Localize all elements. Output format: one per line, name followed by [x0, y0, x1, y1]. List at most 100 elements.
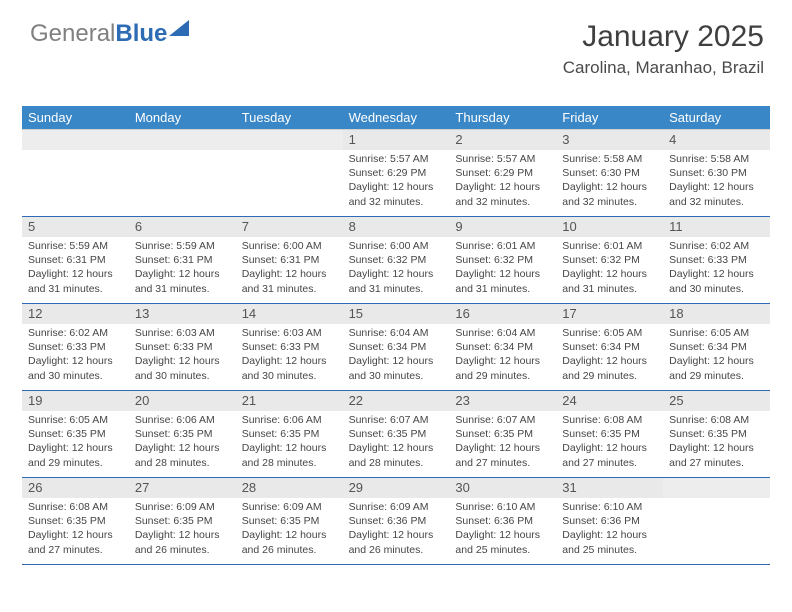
calendar-cell: 10Sunrise: 6:01 AMSunset: 6:32 PMDayligh…: [556, 217, 663, 303]
day-info: Sunrise: 5:58 AMSunset: 6:30 PMDaylight:…: [556, 150, 663, 213]
day-info: Sunrise: 6:00 AMSunset: 6:32 PMDaylight:…: [343, 237, 450, 300]
calendar-row: 26Sunrise: 6:08 AMSunset: 6:35 PMDayligh…: [22, 478, 770, 565]
day-number: 28: [236, 478, 343, 498]
calendar-cell: 2Sunrise: 5:57 AMSunset: 6:29 PMDaylight…: [449, 130, 556, 216]
calendar-cell: 20Sunrise: 6:06 AMSunset: 6:35 PMDayligh…: [129, 391, 236, 477]
day-number: 25: [663, 391, 770, 411]
calendar-cell: 7Sunrise: 6:00 AMSunset: 6:31 PMDaylight…: [236, 217, 343, 303]
day-info: Sunrise: 6:09 AMSunset: 6:35 PMDaylight:…: [236, 498, 343, 561]
day-number: 18: [663, 304, 770, 324]
day-info: Sunrise: 5:59 AMSunset: 6:31 PMDaylight:…: [129, 237, 236, 300]
day-info: Sunrise: 6:07 AMSunset: 6:35 PMDaylight:…: [343, 411, 450, 474]
day-info: Sunrise: 5:58 AMSunset: 6:30 PMDaylight:…: [663, 150, 770, 213]
day-number: 30: [449, 478, 556, 498]
calendar-row: 1Sunrise: 5:57 AMSunset: 6:29 PMDaylight…: [22, 130, 770, 217]
calendar-header-cell: Wednesday: [343, 106, 450, 129]
day-number: 2: [449, 130, 556, 150]
calendar-cell: 25Sunrise: 6:08 AMSunset: 6:35 PMDayligh…: [663, 391, 770, 477]
calendar-header-cell: Tuesday: [236, 106, 343, 129]
logo-text-gray: General: [30, 20, 115, 47]
day-info: Sunrise: 6:01 AMSunset: 6:32 PMDaylight:…: [556, 237, 663, 300]
day-number: 31: [556, 478, 663, 498]
day-info: Sunrise: 6:05 AMSunset: 6:34 PMDaylight:…: [663, 324, 770, 387]
day-number: 3: [556, 130, 663, 150]
calendar-row: 12Sunrise: 6:02 AMSunset: 6:33 PMDayligh…: [22, 304, 770, 391]
calendar-body: 1Sunrise: 5:57 AMSunset: 6:29 PMDaylight…: [22, 129, 770, 565]
calendar-cell: 1Sunrise: 5:57 AMSunset: 6:29 PMDaylight…: [343, 130, 450, 216]
day-number: [236, 130, 343, 150]
day-info: Sunrise: 6:05 AMSunset: 6:35 PMDaylight:…: [22, 411, 129, 474]
day-info: Sunrise: 6:03 AMSunset: 6:33 PMDaylight:…: [129, 324, 236, 387]
location-text: Carolina, Maranhao, Brazil: [563, 58, 764, 78]
day-info: Sunrise: 6:06 AMSunset: 6:35 PMDaylight:…: [129, 411, 236, 474]
day-info: Sunrise: 6:09 AMSunset: 6:36 PMDaylight:…: [343, 498, 450, 561]
day-info: Sunrise: 6:01 AMSunset: 6:32 PMDaylight:…: [449, 237, 556, 300]
day-info: Sunrise: 5:59 AMSunset: 6:31 PMDaylight:…: [22, 237, 129, 300]
calendar: SundayMondayTuesdayWednesdayThursdayFrid…: [22, 106, 770, 565]
day-info: Sunrise: 6:10 AMSunset: 6:36 PMDaylight:…: [556, 498, 663, 561]
page-title: January 2025: [563, 20, 764, 54]
day-number: 11: [663, 217, 770, 237]
day-number: [22, 130, 129, 150]
day-info: Sunrise: 6:09 AMSunset: 6:35 PMDaylight:…: [129, 498, 236, 561]
calendar-header-cell: Saturday: [663, 106, 770, 129]
day-number: 21: [236, 391, 343, 411]
day-info: Sunrise: 6:08 AMSunset: 6:35 PMDaylight:…: [663, 411, 770, 474]
calendar-header-row: SundayMondayTuesdayWednesdayThursdayFrid…: [22, 106, 770, 129]
day-info: Sunrise: 6:02 AMSunset: 6:33 PMDaylight:…: [663, 237, 770, 300]
day-number: 14: [236, 304, 343, 324]
day-info: Sunrise: 6:08 AMSunset: 6:35 PMDaylight:…: [22, 498, 129, 561]
calendar-cell: 3Sunrise: 5:58 AMSunset: 6:30 PMDaylight…: [556, 130, 663, 216]
day-number: 24: [556, 391, 663, 411]
logo-text: GeneralBlue: [30, 22, 167, 46]
day-number: 16: [449, 304, 556, 324]
day-number: 29: [343, 478, 450, 498]
day-info: Sunrise: 6:05 AMSunset: 6:34 PMDaylight:…: [556, 324, 663, 387]
calendar-cell: 13Sunrise: 6:03 AMSunset: 6:33 PMDayligh…: [129, 304, 236, 390]
calendar-cell: 5Sunrise: 5:59 AMSunset: 6:31 PMDaylight…: [22, 217, 129, 303]
day-info: Sunrise: 6:04 AMSunset: 6:34 PMDaylight:…: [343, 324, 450, 387]
calendar-cell: 9Sunrise: 6:01 AMSunset: 6:32 PMDaylight…: [449, 217, 556, 303]
calendar-header-cell: Thursday: [449, 106, 556, 129]
day-info: Sunrise: 6:04 AMSunset: 6:34 PMDaylight:…: [449, 324, 556, 387]
day-info: Sunrise: 6:10 AMSunset: 6:36 PMDaylight:…: [449, 498, 556, 561]
day-number: 27: [129, 478, 236, 498]
logo: GeneralBlue: [30, 22, 195, 46]
day-number: 9: [449, 217, 556, 237]
day-number: 1: [343, 130, 450, 150]
day-number: 8: [343, 217, 450, 237]
day-number: [663, 478, 770, 498]
calendar-cell: 18Sunrise: 6:05 AMSunset: 6:34 PMDayligh…: [663, 304, 770, 390]
day-info: Sunrise: 6:00 AMSunset: 6:31 PMDaylight:…: [236, 237, 343, 300]
day-number: 13: [129, 304, 236, 324]
calendar-cell: 27Sunrise: 6:09 AMSunset: 6:35 PMDayligh…: [129, 478, 236, 564]
calendar-cell: 6Sunrise: 5:59 AMSunset: 6:31 PMDaylight…: [129, 217, 236, 303]
calendar-cell: 26Sunrise: 6:08 AMSunset: 6:35 PMDayligh…: [22, 478, 129, 564]
calendar-cell: 15Sunrise: 6:04 AMSunset: 6:34 PMDayligh…: [343, 304, 450, 390]
day-number: 10: [556, 217, 663, 237]
calendar-cell: 11Sunrise: 6:02 AMSunset: 6:33 PMDayligh…: [663, 217, 770, 303]
calendar-cell: 19Sunrise: 6:05 AMSunset: 6:35 PMDayligh…: [22, 391, 129, 477]
day-number: 12: [22, 304, 129, 324]
calendar-cell: 23Sunrise: 6:07 AMSunset: 6:35 PMDayligh…: [449, 391, 556, 477]
calendar-cell: 16Sunrise: 6:04 AMSunset: 6:34 PMDayligh…: [449, 304, 556, 390]
calendar-cell: 24Sunrise: 6:08 AMSunset: 6:35 PMDayligh…: [556, 391, 663, 477]
day-number: 4: [663, 130, 770, 150]
calendar-cell: 17Sunrise: 6:05 AMSunset: 6:34 PMDayligh…: [556, 304, 663, 390]
day-number: 17: [556, 304, 663, 324]
day-info: Sunrise: 5:57 AMSunset: 6:29 PMDaylight:…: [449, 150, 556, 213]
day-number: 26: [22, 478, 129, 498]
calendar-cell: 12Sunrise: 6:02 AMSunset: 6:33 PMDayligh…: [22, 304, 129, 390]
day-info: Sunrise: 5:57 AMSunset: 6:29 PMDaylight:…: [343, 150, 450, 213]
day-info: Sunrise: 6:02 AMSunset: 6:33 PMDaylight:…: [22, 324, 129, 387]
day-number: 20: [129, 391, 236, 411]
day-info: Sunrise: 6:08 AMSunset: 6:35 PMDaylight:…: [556, 411, 663, 474]
day-info: Sunrise: 6:06 AMSunset: 6:35 PMDaylight:…: [236, 411, 343, 474]
day-number: 6: [129, 217, 236, 237]
day-number: 19: [22, 391, 129, 411]
calendar-cell: [22, 130, 129, 216]
calendar-cell: 14Sunrise: 6:03 AMSunset: 6:33 PMDayligh…: [236, 304, 343, 390]
day-info: Sunrise: 6:07 AMSunset: 6:35 PMDaylight:…: [449, 411, 556, 474]
day-number: [129, 130, 236, 150]
calendar-cell: 28Sunrise: 6:09 AMSunset: 6:35 PMDayligh…: [236, 478, 343, 564]
